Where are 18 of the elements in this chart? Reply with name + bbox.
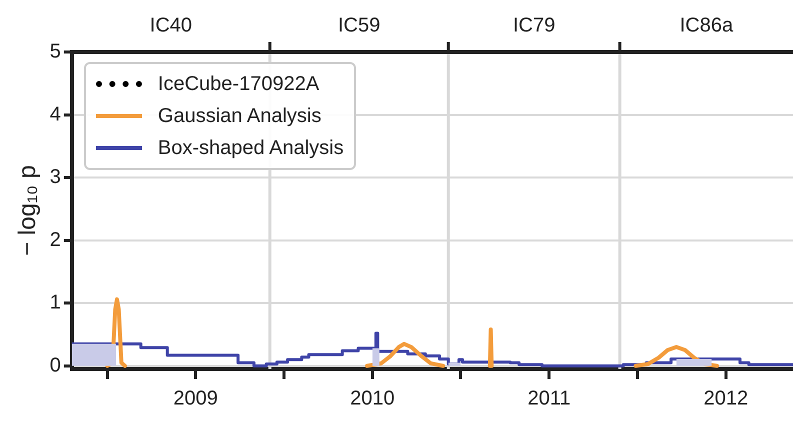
y-tick-label: 2 [50,228,61,251]
x-tick-label: 2010 [350,388,395,410]
text: IC79 [512,14,556,37]
legend-label: Box-shaped Analysis [158,136,344,160]
text: IC86a [680,14,734,37]
x-tick-label: 2011 [528,388,571,410]
y-tick-label: 0 [50,354,61,376]
y-tick-label: 5 [50,40,61,63]
y-tick-label: 1 [50,292,61,314]
y-tick-label: 4 [50,103,61,126]
x-tick-label: 2009 [173,388,218,410]
legend-label: Gaussian Analysis [158,104,322,128]
text: IC40 [150,14,192,37]
legend-label: IceCube-170922A [158,72,320,96]
y-tick-label: 3 [50,166,61,188]
text: IC59 [338,14,380,37]
x-tick-label: 2012 [704,388,748,410]
y-axis-title: − log₁₀ p [14,165,42,256]
